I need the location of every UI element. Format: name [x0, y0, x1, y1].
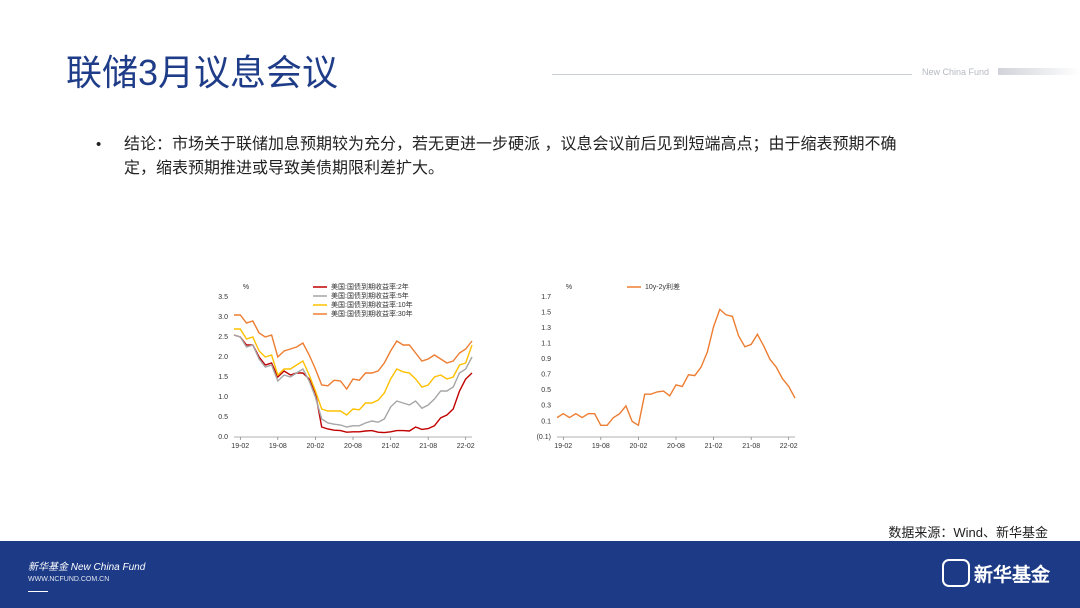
x-tick-label: 21-02	[705, 443, 723, 450]
y-tick-label: 0.1	[541, 418, 551, 425]
series-line	[233, 334, 473, 428]
series-line	[234, 314, 473, 391]
source-note: 数据来源：Wind、新华基金	[888, 525, 1048, 540]
footer: 新华基金 New China Fund WWW.NCFUND.COM.CN 新华…	[0, 541, 1080, 608]
y-tick-label: 1.1	[541, 341, 551, 348]
x-tick-label: 20-08	[344, 443, 362, 450]
logo-text: 新华基金	[973, 565, 1050, 586]
x-tick-label: 20-02	[629, 443, 647, 450]
series-line	[234, 328, 473, 416]
x-tick-label: 19-08	[592, 443, 610, 450]
y-tick-label: 1.5	[218, 374, 228, 381]
y-tick-label: 0.7	[541, 372, 551, 379]
legend-label: 美国:国债到期收益率:5年	[331, 291, 409, 300]
legend-label: 美国:国债到期收益率:10年	[331, 300, 413, 309]
x-tick-label: 20-08	[667, 443, 685, 450]
y-tick-label: 0.3	[541, 403, 551, 410]
legend-label: 10y-2y利差	[645, 282, 680, 291]
y-tick-label: 3.5	[218, 294, 228, 301]
legend-label: 美国:国债到期收益率:2年	[331, 282, 409, 291]
footer-name: 新华基金 New China Fund	[28, 562, 146, 573]
x-tick-label: 21-08	[742, 443, 760, 450]
x-tick-label: 19-08	[269, 443, 287, 450]
y-tick-label: 0.0	[218, 434, 228, 441]
legend-label: 美国:国债到期收益率:30年	[331, 309, 413, 318]
y-tick-label: (0.1)	[537, 434, 551, 441]
header-rule	[552, 74, 912, 75]
x-tick-label: 22-02	[780, 443, 798, 450]
y-tick-label: 2.5	[218, 334, 228, 341]
x-tick-label: 20-02	[306, 443, 324, 450]
y-axis-label: %	[243, 284, 249, 291]
header-bar	[998, 68, 1080, 75]
body-text: 结论：市场关于联储加息预期较为充分，若无更进一步硬派 ，议息会议前后见到短端高点…	[124, 136, 897, 177]
x-tick-label: 19-02	[231, 443, 249, 450]
x-tick-label: 21-08	[419, 443, 437, 450]
header-brand: New China Fund	[922, 67, 990, 77]
series-line	[556, 308, 796, 427]
footer-url: WWW.NCFUND.COM.CN	[28, 576, 110, 583]
y-tick-label: 1.5	[541, 309, 551, 316]
y-tick-label: 1.0	[218, 394, 228, 401]
x-tick-label: 22-02	[457, 443, 475, 450]
y-tick-label: 3.0	[218, 314, 228, 321]
y-tick-label: 0.5	[541, 387, 551, 394]
y-axis-label: %	[566, 284, 572, 291]
footer-dash	[28, 591, 48, 592]
series-line	[233, 334, 473, 434]
y-tick-label: 0.9	[541, 356, 551, 363]
y-tick-label: 2.0	[218, 354, 228, 361]
slide-title: 联储3月议息会议	[66, 52, 339, 93]
x-tick-label: 21-02	[382, 443, 400, 450]
y-tick-label: 0.5	[218, 414, 228, 421]
bullet: •	[96, 136, 102, 153]
y-tick-label: 1.7	[541, 294, 551, 301]
y-tick-label: 1.3	[541, 325, 551, 332]
logo-icon	[942, 559, 970, 587]
x-tick-label: 19-02	[554, 443, 572, 450]
